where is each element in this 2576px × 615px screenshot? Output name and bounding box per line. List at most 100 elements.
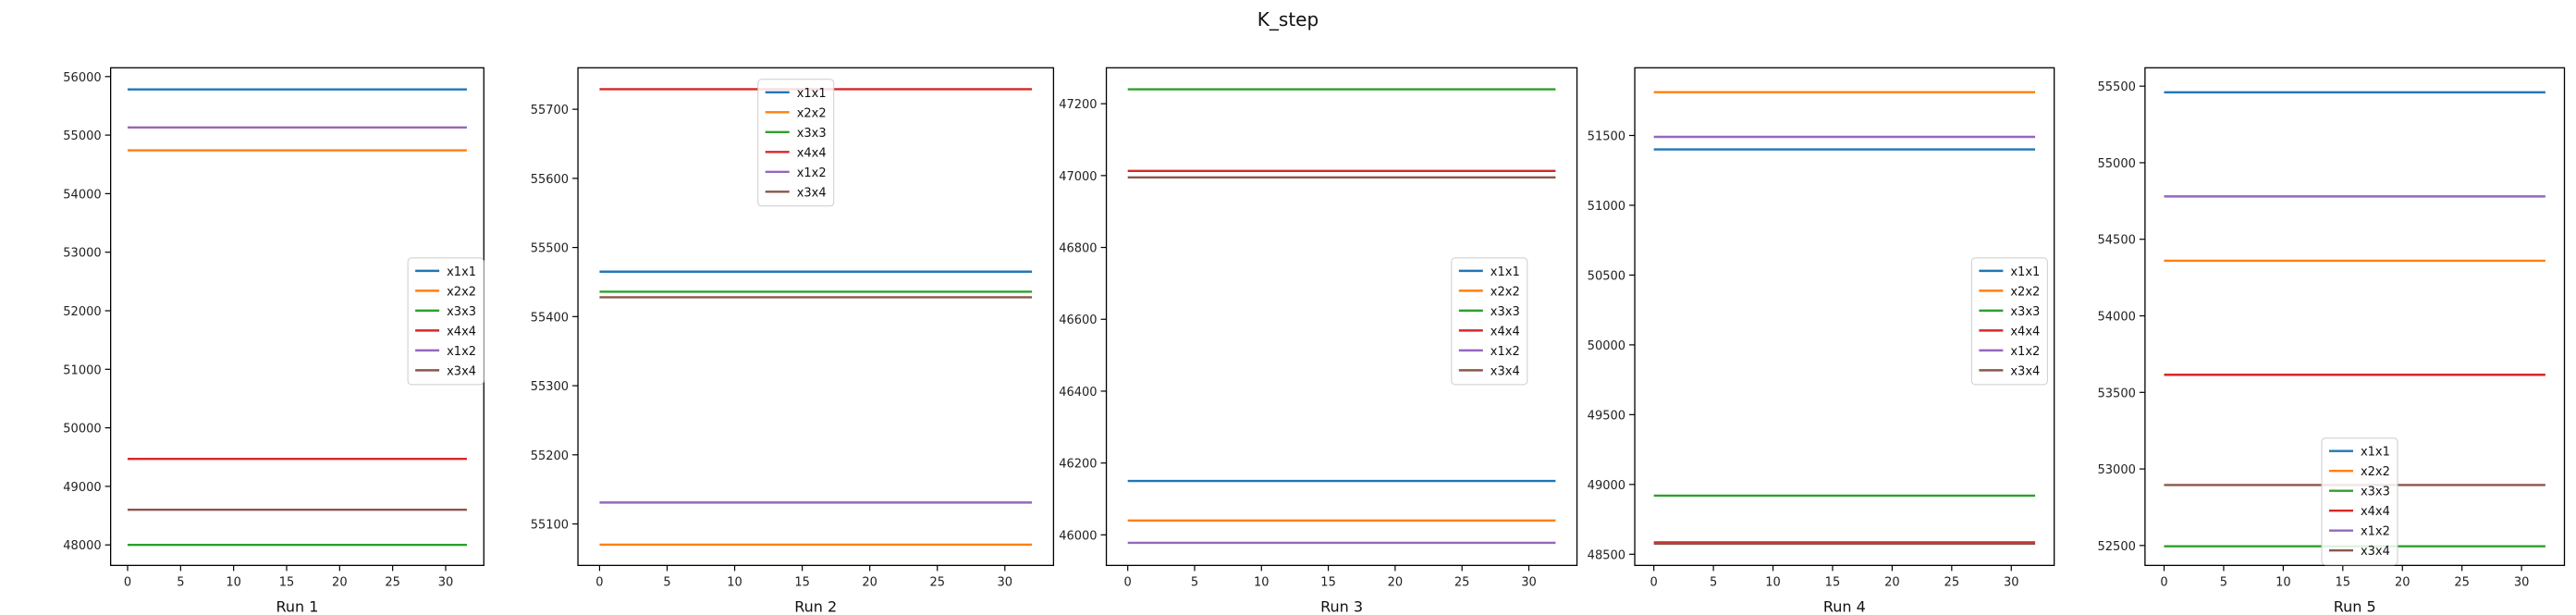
legend-box xyxy=(1451,257,1528,386)
legend-entry-x1x2: x1x2 xyxy=(2361,525,2390,539)
x-tick-label: 10 xyxy=(1254,575,1270,589)
legend-entry-x3x4: x3x4 xyxy=(2361,545,2390,559)
axes-frame xyxy=(2144,67,2566,567)
x-tick-label: 5 xyxy=(663,575,670,589)
legend-entry-x3x4: x3x4 xyxy=(1490,364,1520,378)
legend: x1x1 x2x2 x3x3 x4x4 x1x2 x3x4 xyxy=(757,79,835,207)
legend-box xyxy=(1970,257,2048,386)
x-tick-label: 15 xyxy=(794,575,810,589)
y-tick-label: 46600 xyxy=(1059,314,1097,327)
legend-entry-x3x3: x3x3 xyxy=(447,305,476,319)
legend-entry-x1x2: x1x2 xyxy=(2010,345,2040,359)
y-tick-label: 55300 xyxy=(531,380,569,394)
y-tick-label: 53500 xyxy=(2098,387,2136,400)
x-tick-label: 10 xyxy=(727,575,742,589)
x-axis-label: Run 3 xyxy=(1320,597,1363,615)
x-tick-label: 25 xyxy=(385,575,400,589)
x-tick-label: 5 xyxy=(2220,575,2227,589)
x-axis-label: Run 5 xyxy=(2334,597,2376,615)
y-tick-label: 55200 xyxy=(531,449,569,463)
x-tick-label: 0 xyxy=(1124,575,1132,589)
subplot-run-1: 0 5 10 15 20 25 30 48000 49000 50000 51000 52000 530… xyxy=(63,67,485,615)
y-tick-label: 50500 xyxy=(1588,269,1625,283)
x-tick-label: 0 xyxy=(124,575,131,589)
legend-entry-x3x3: x3x3 xyxy=(797,127,827,141)
y-tick-label: 46000 xyxy=(1059,529,1097,543)
legend: x1x1 x2x2 x3x3 x4x4 x1x2 x3x4 xyxy=(2321,437,2398,566)
x-axis-label: Run 1 xyxy=(276,597,318,615)
x-tick-label: 20 xyxy=(1884,575,1900,589)
y-tick-label: 55000 xyxy=(63,129,101,143)
x-tick-label: 25 xyxy=(929,575,945,589)
y-tick-label: 49000 xyxy=(1588,479,1625,493)
y-tick-label: 49500 xyxy=(1588,409,1625,423)
x-tick-label: 0 xyxy=(595,575,603,589)
x-tick-label: 20 xyxy=(1388,575,1404,589)
legend-entry-x3x3: x3x3 xyxy=(2361,486,2390,499)
y-tick-label: 48000 xyxy=(63,539,101,553)
y-tick-label: 55400 xyxy=(531,311,569,325)
legend-entry-x3x4: x3x4 xyxy=(447,364,476,378)
x-tick-label: 20 xyxy=(2395,575,2410,589)
y-tick-label: 49000 xyxy=(63,481,101,495)
legend: x1x1 x2x2 x3x3 x4x4 x1x2 x3x4 xyxy=(1451,257,1528,386)
legend-entry-x1x1: x1x1 xyxy=(2361,446,2390,460)
y-tick-label: 51000 xyxy=(63,363,101,377)
subplot-run-4: 0 5 10 15 20 25 30 48500 49000 49500 50000 50500 510… xyxy=(1588,67,2055,615)
x-tick-label: 30 xyxy=(2004,575,2019,589)
legend-entry-x4x4: x4x4 xyxy=(1490,325,1520,338)
x-tick-label: 15 xyxy=(1825,575,1841,589)
x-tick-label: 15 xyxy=(279,575,295,589)
y-tick-label: 52000 xyxy=(63,305,101,319)
y-tick-label: 51000 xyxy=(1588,200,1625,214)
y-tick-label: 53000 xyxy=(2098,463,2136,477)
legend-entry-x1x2: x1x2 xyxy=(797,166,827,180)
y-tick-label: 56000 xyxy=(63,71,101,85)
legend-entry-x1x1: x1x1 xyxy=(797,87,827,101)
y-tick-label: 47000 xyxy=(1059,170,1097,184)
x-tick-label: 20 xyxy=(862,575,877,589)
legend-entry-x1x1: x1x1 xyxy=(1490,265,1520,279)
legend-entry-x1x1: x1x1 xyxy=(2010,265,2040,279)
x-tick-label: 10 xyxy=(2275,575,2291,589)
legend-entry-x2x2: x2x2 xyxy=(447,285,476,299)
legend-entry-x2x2: x2x2 xyxy=(2361,465,2390,479)
y-tick-label: 55600 xyxy=(531,173,569,187)
x-axis-label: Run 2 xyxy=(794,597,837,615)
y-tick-label: 55000 xyxy=(2098,157,2136,171)
y-tick-label: 50000 xyxy=(1588,339,1625,353)
x-tick-label: 30 xyxy=(2514,575,2530,589)
x-tick-label: 15 xyxy=(2336,575,2351,589)
x-tick-label: 25 xyxy=(2454,575,2470,589)
y-tick-label: 54000 xyxy=(63,188,101,202)
legend-entry-x4x4: x4x4 xyxy=(447,325,476,338)
x-axis-label: Run 4 xyxy=(1823,597,1866,615)
x-tick-label: 30 xyxy=(1521,575,1537,589)
legend-entry-x3x4: x3x4 xyxy=(2010,364,2040,378)
legend-entry-x4x4: x4x4 xyxy=(2010,325,2040,338)
y-tick-label: 55500 xyxy=(2098,80,2136,94)
y-tick-label: 52500 xyxy=(2098,540,2136,554)
legend-entry-x1x1: x1x1 xyxy=(447,265,476,279)
x-tick-label: 25 xyxy=(1454,575,1470,589)
legend-box xyxy=(757,79,835,207)
x-tick-label: 20 xyxy=(332,575,348,589)
legend: x1x1 x2x2 x3x3 x4x4 x1x2 x3x4 xyxy=(407,257,485,386)
x-tick-label: 5 xyxy=(1191,575,1198,589)
legend-entry-x2x2: x2x2 xyxy=(1490,285,1520,299)
legend-entry-x2x2: x2x2 xyxy=(797,106,827,120)
legend-box xyxy=(2321,437,2398,566)
y-tick-label: 46800 xyxy=(1059,242,1097,256)
legend-entry-x3x3: x3x3 xyxy=(2010,305,2040,319)
legend-entry-x4x4: x4x4 xyxy=(797,146,827,160)
legend-entry-x3x4: x3x4 xyxy=(797,186,827,200)
figure-title: K_step xyxy=(1257,8,1319,31)
y-tick-label: 53000 xyxy=(63,247,101,261)
x-tick-label: 5 xyxy=(177,575,184,589)
subplot-run-5: 0 5 10 15 20 25 30 52500 53000 53500 54000 54500 550… xyxy=(2098,67,2566,615)
subplot-run-3: 0 5 10 15 20 25 30 46000 46200 46400 46600 46800 470… xyxy=(1059,67,1578,615)
y-tick-label: 51500 xyxy=(1588,129,1625,143)
y-tick-label: 48500 xyxy=(1588,548,1625,562)
legend-entry-x1x2: x1x2 xyxy=(447,345,476,359)
